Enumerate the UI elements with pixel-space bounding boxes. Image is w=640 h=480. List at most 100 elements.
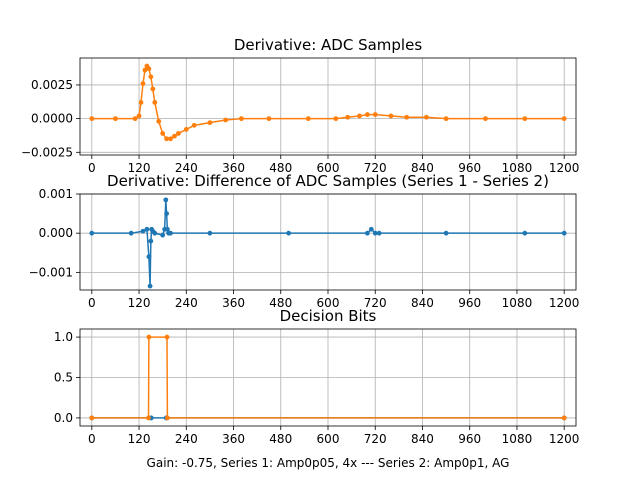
data-point <box>522 230 528 236</box>
data-point <box>140 81 146 86</box>
data-point <box>333 116 339 122</box>
x-tick-label: 720 <box>364 296 387 310</box>
x-tick-label: 240 <box>175 296 198 310</box>
x-tick-label: 840 <box>411 161 434 175</box>
x-tick-label: 1080 <box>502 161 533 175</box>
data-point <box>148 238 154 244</box>
x-tick-label: 840 <box>411 296 434 310</box>
data-point <box>164 226 170 232</box>
x-tick-label: 360 <box>222 161 245 175</box>
x-tick-label: 240 <box>175 161 198 175</box>
data-point <box>164 334 170 340</box>
x-tick-label: 720 <box>364 161 387 175</box>
data-point <box>147 283 153 289</box>
data-point <box>561 230 567 236</box>
x-tick-label: 480 <box>269 432 292 446</box>
data-point <box>156 118 162 124</box>
data-point <box>483 116 488 122</box>
data-point <box>152 100 158 105</box>
data-point <box>191 122 197 128</box>
data-point <box>364 230 370 236</box>
data-point <box>305 116 311 122</box>
x-tick-label: 1200 <box>549 161 580 175</box>
data-point <box>148 74 154 80</box>
data-point <box>443 230 449 236</box>
data-point <box>163 197 169 203</box>
y-tick-label: 0.0000 <box>31 112 73 126</box>
data-point <box>146 415 151 421</box>
chart-title: Derivative: ADC Samples <box>234 36 422 54</box>
data-point <box>142 67 148 73</box>
x-tick-label: 0 <box>88 432 96 446</box>
data-point <box>128 230 134 236</box>
data-point <box>160 131 166 136</box>
x-tick-label: 360 <box>222 432 245 446</box>
data-point <box>368 226 374 232</box>
x-tick-label: 720 <box>364 432 387 446</box>
data-point <box>183 127 189 132</box>
x-tick-label: 960 <box>458 161 481 175</box>
y-tick-label: 0.0 <box>54 411 73 425</box>
data-point <box>144 226 150 232</box>
x-tick-label: 480 <box>269 161 292 175</box>
x-tick-label: 960 <box>458 296 481 310</box>
x-tick-label: 600 <box>317 432 340 446</box>
data-point <box>136 113 142 119</box>
data-point <box>207 230 213 236</box>
data-point <box>238 116 244 122</box>
data-point <box>388 113 394 119</box>
data-point <box>345 114 351 120</box>
x-tick-label: 600 <box>317 296 340 310</box>
data-point <box>522 116 528 122</box>
data-point <box>89 116 95 122</box>
data-point <box>146 66 152 72</box>
data-point <box>364 112 370 117</box>
data-point <box>176 131 181 136</box>
y-tick-label: −0.001 <box>29 265 73 279</box>
chart-title: Derivative: Difference of ADC Samples (S… <box>107 172 549 190</box>
x-tick-label: 0 <box>88 296 96 310</box>
y-tick-label: 0.000 <box>39 226 73 240</box>
x-tick-label: 1200 <box>549 296 580 310</box>
data-point <box>89 415 95 421</box>
data-point <box>372 230 378 236</box>
x-tick-label: 840 <box>411 432 434 446</box>
y-tick-label: 0.001 <box>39 187 73 201</box>
data-point <box>164 136 170 142</box>
data-point <box>164 211 170 216</box>
x-tick-label: 120 <box>128 161 151 175</box>
x-tick-label: 1200 <box>549 432 580 446</box>
data-point <box>561 415 567 421</box>
series-line-2 <box>91 336 565 419</box>
y-tick-label: 0.0025 <box>31 78 73 92</box>
data-point <box>357 113 362 119</box>
data-point <box>286 230 292 236</box>
data-point <box>152 230 158 236</box>
data-point <box>172 133 177 139</box>
data-point <box>168 136 173 142</box>
x-tick-label: 600 <box>317 161 340 175</box>
data-point <box>146 334 152 340</box>
y-tick-label: 1.0 <box>54 330 73 344</box>
x-tick-label: 120 <box>128 432 151 446</box>
x-tick-label: 120 <box>128 296 151 310</box>
figure-note: Gain: -0.75, Series 1: Amp0p05, 4x --- S… <box>147 456 510 470</box>
chart-panel-1: 0 120 240 360 480 600 720 840 960 1080 1200 −0.0025… <box>21 36 580 175</box>
data-point <box>372 112 378 117</box>
chart-title: Decision Bits <box>280 307 377 325</box>
y-tick-label: −0.0025 <box>21 145 73 159</box>
x-tick-label: 360 <box>222 296 245 310</box>
data-point <box>561 116 567 122</box>
data-point <box>89 230 95 236</box>
chart-panel-2: 0 120 240 360 480 600 720 840 960 1080 1200 −0.001 0… <box>29 172 580 310</box>
data-point <box>113 116 118 122</box>
data-point <box>150 86 156 92</box>
data-point <box>164 415 170 421</box>
data-point <box>138 100 144 105</box>
x-tick-label: 1080 <box>502 296 533 310</box>
data-point <box>404 114 410 120</box>
data-point <box>132 116 138 122</box>
chart-panel-3: 0 120 240 360 480 600 720 840 960 1080 1200 0.0 0.5 1… <box>54 307 580 446</box>
x-tick-label: 0 <box>88 161 96 175</box>
